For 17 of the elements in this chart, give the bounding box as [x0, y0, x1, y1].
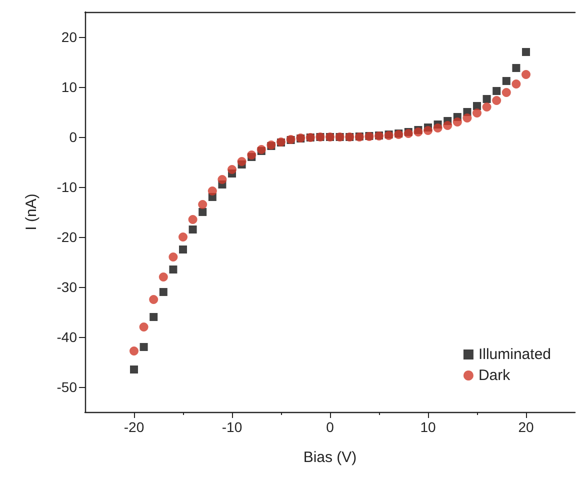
x-tick-label: 20 [518, 419, 534, 435]
y-tick-label: 0 [69, 129, 78, 145]
legend-label: Illuminated [478, 346, 552, 363]
y-tick-label: -30 [56, 279, 78, 295]
legend-label: Dark [478, 367, 511, 384]
x-tick-label: 0 [326, 419, 334, 435]
y-tick-label: 10 [61, 79, 78, 95]
y-tick-label: -40 [56, 329, 78, 345]
x-tick-label: -10 [222, 419, 242, 435]
x-tick-label: 10 [420, 419, 436, 435]
y-tick-label: -10 [56, 179, 78, 195]
y-tick-label: 20 [61, 29, 78, 45]
y-tick-label: -50 [56, 379, 78, 395]
x-axis-title: Bias (V) [303, 449, 357, 466]
y-tick-label: -20 [56, 229, 78, 245]
y-axis-title: I (nA) [23, 194, 40, 230]
x-tick-label: -20 [124, 419, 144, 435]
